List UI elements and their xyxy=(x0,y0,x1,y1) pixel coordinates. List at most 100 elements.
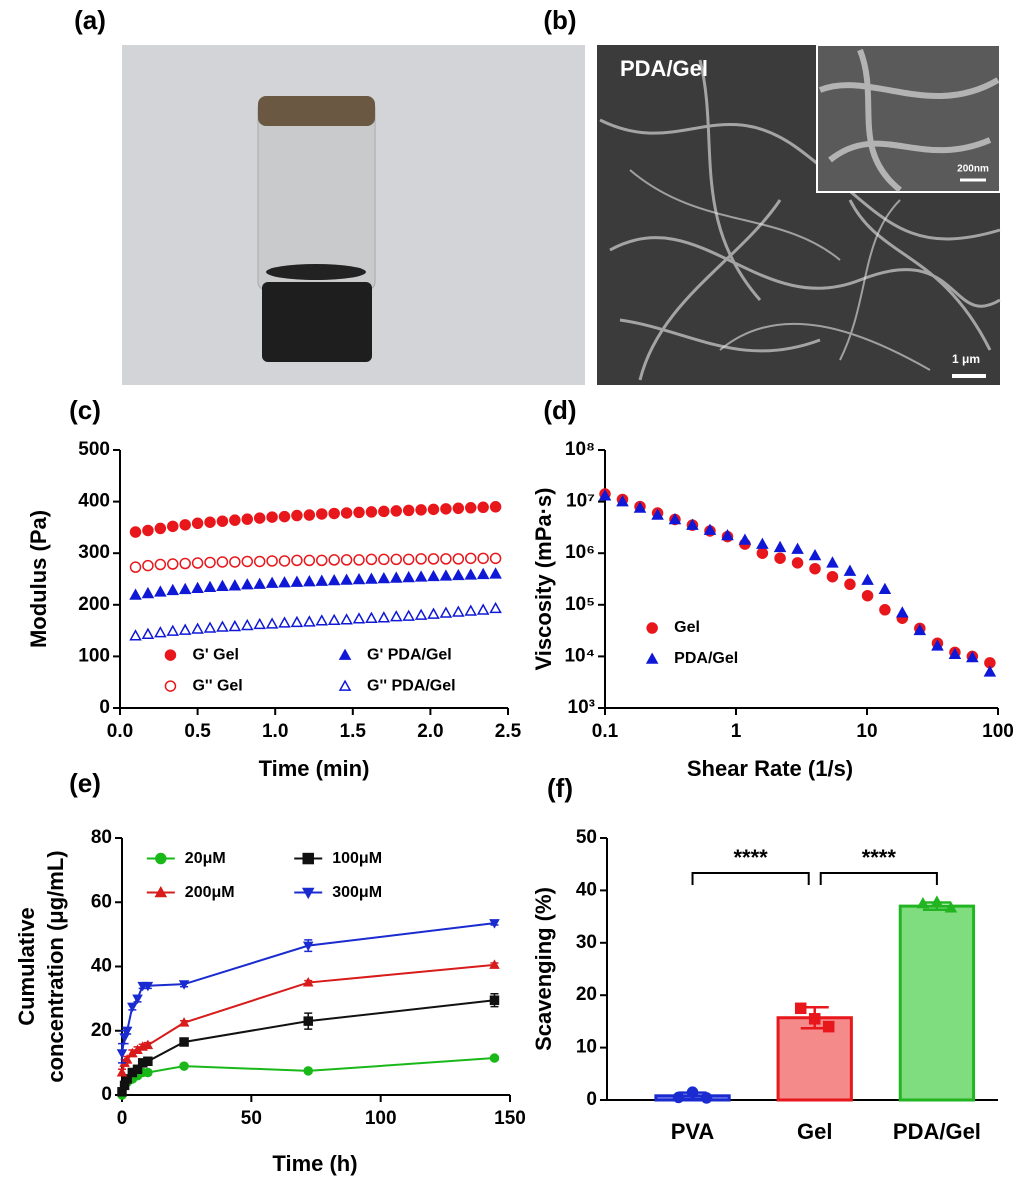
marker xyxy=(808,549,822,561)
y-tick-label: 10⁴ xyxy=(564,645,595,666)
marker xyxy=(439,569,453,581)
marker xyxy=(241,555,254,568)
marker xyxy=(826,570,839,583)
marker xyxy=(756,537,769,549)
marker xyxy=(302,977,314,987)
marker xyxy=(378,505,390,518)
marker xyxy=(291,554,303,567)
marker xyxy=(402,570,415,583)
marker xyxy=(489,959,500,969)
legend-marker xyxy=(164,680,177,692)
marker xyxy=(167,520,179,533)
marker xyxy=(278,555,291,567)
marker xyxy=(253,555,266,568)
marker xyxy=(415,504,427,516)
legend-label: 200μM xyxy=(185,884,235,901)
marker xyxy=(178,1017,190,1027)
marker xyxy=(216,556,229,568)
significance-label: **** xyxy=(862,845,897,870)
marker xyxy=(773,540,787,553)
marker xyxy=(316,508,328,520)
marker xyxy=(703,523,717,535)
y-tick-label: 0 xyxy=(586,1089,597,1110)
y-axis-title: Viscosity (mPa·s) xyxy=(531,487,556,670)
marker xyxy=(686,518,699,530)
marker xyxy=(216,579,229,591)
data-point xyxy=(686,1086,699,1098)
y-tick-label: 10⁸ xyxy=(565,439,595,460)
marker xyxy=(315,574,329,586)
marker xyxy=(489,552,502,565)
marker xyxy=(427,503,440,516)
marker xyxy=(129,561,142,573)
marker xyxy=(253,512,266,524)
marker xyxy=(415,553,427,565)
legend-label: G'' Gel xyxy=(192,677,242,694)
y-axis-title: Modulus (Pa) xyxy=(26,510,51,648)
marker xyxy=(340,613,353,625)
marker xyxy=(278,576,291,588)
marker xyxy=(166,583,180,596)
x-tick-label: 0.5 xyxy=(184,721,211,742)
marker xyxy=(826,556,839,568)
legend-marker xyxy=(646,622,658,634)
marker xyxy=(203,621,217,633)
marker xyxy=(179,1061,189,1071)
marker xyxy=(896,606,909,618)
x-axis-title: Shear Rate (1/s) xyxy=(687,756,853,781)
marker xyxy=(340,573,353,585)
marker xyxy=(265,576,279,588)
marker xyxy=(476,603,490,615)
significance-bracket xyxy=(819,872,938,885)
marker xyxy=(844,578,856,591)
x-tick-label: 1.0 xyxy=(262,721,288,742)
marker xyxy=(439,606,453,618)
marker xyxy=(240,578,254,590)
marker xyxy=(143,1056,153,1067)
x-tick-label: 0.0 xyxy=(107,721,133,742)
sem-image xyxy=(597,44,1001,385)
image-annotation: PDA/Gel xyxy=(620,56,708,81)
marker xyxy=(452,568,465,581)
marker xyxy=(809,562,821,575)
y-tick-label: 0 xyxy=(99,697,110,718)
marker xyxy=(390,505,403,517)
marker xyxy=(116,1049,128,1059)
y-axis-title: Cumulative xyxy=(14,907,39,1026)
marker xyxy=(142,524,154,537)
data-point xyxy=(930,895,944,907)
marker xyxy=(203,580,217,593)
marker xyxy=(365,553,378,566)
x-tick-label: 2.5 xyxy=(495,721,522,742)
marker xyxy=(143,1067,153,1078)
marker xyxy=(290,615,304,628)
y-tick-label: 80 xyxy=(91,827,112,848)
legend-marker xyxy=(164,649,177,661)
marker xyxy=(861,573,874,585)
marker xyxy=(122,1074,132,1084)
marker xyxy=(365,611,378,623)
marker xyxy=(966,651,979,663)
marker xyxy=(668,512,682,525)
marker xyxy=(414,608,428,620)
y-axis-title: Scavenging (%) xyxy=(531,887,556,1051)
legend-label: G'' PDA/Gel xyxy=(367,677,456,694)
marker xyxy=(340,507,353,519)
marker xyxy=(129,526,142,538)
panel-label: (b) xyxy=(543,5,576,35)
x-tick-label: 1 xyxy=(731,721,742,742)
marker xyxy=(179,1037,189,1047)
marker xyxy=(241,513,254,525)
x-tick-label: 2.0 xyxy=(417,721,443,742)
data-point xyxy=(822,1020,835,1033)
marker xyxy=(861,589,874,602)
marker xyxy=(489,501,502,513)
marker xyxy=(303,575,316,587)
marker xyxy=(129,588,142,600)
marker xyxy=(390,553,403,566)
marker xyxy=(265,617,279,629)
marker xyxy=(204,556,216,569)
y-tick-label: 10⁶ xyxy=(565,542,595,563)
data-point xyxy=(794,1002,807,1015)
marker xyxy=(178,582,192,595)
